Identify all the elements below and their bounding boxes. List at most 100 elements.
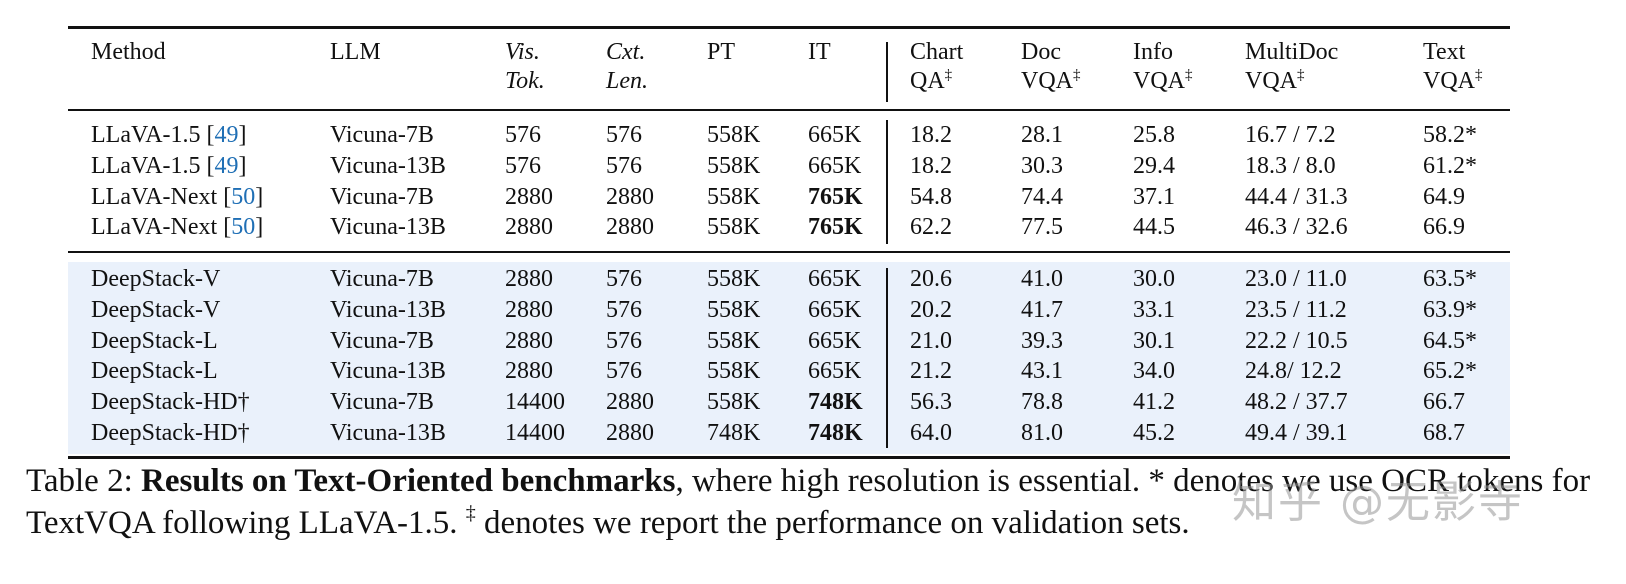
column-separator — [886, 120, 888, 244]
cell-method: DeepStack-L — [91, 326, 218, 356]
cell-multidocvqa: 16.7 / 7.2 — [1245, 122, 1336, 148]
header-text: Doc — [1021, 39, 1061, 65]
cell-it: 665K — [808, 358, 862, 385]
cell-it: 665K — [808, 296, 862, 323]
double-dagger-mark: ‡ — [944, 67, 953, 83]
method-name: LLaVA-1.5 — [91, 152, 207, 179]
method-name: DeepStack-V — [91, 266, 221, 292]
cell-cxt-len: 576 — [606, 122, 642, 148]
cell-it: 748K — [808, 420, 863, 446]
cell-chartqa: 20.6 — [910, 266, 952, 292]
caption-text: , where high resolution is essential. * … — [26, 463, 1591, 541]
cell-llm: Vicuna-7B — [330, 183, 434, 210]
cell-infovqa: 25.8 — [1133, 122, 1175, 148]
cell-textvqa: 58.2* — [1423, 122, 1477, 148]
citation-link[interactable]: 50 — [231, 183, 256, 210]
cell-pt: 558K — [707, 152, 761, 179]
cell-llm: Vicuna-7B — [330, 389, 434, 416]
bracket: [ — [206, 152, 215, 179]
cell-infovqa: 44.5 — [1133, 214, 1175, 241]
method-name: DeepStack-L — [91, 358, 218, 385]
group-separator-rule — [68, 251, 1510, 253]
cell-infovqa: 41.2 — [1133, 389, 1175, 416]
cell-docvqa: 43.1 — [1021, 358, 1063, 385]
cell-docvqa: 39.3 — [1021, 327, 1063, 354]
header-it: IT — [808, 39, 831, 65]
header-method: Method — [91, 39, 166, 65]
cell-it: 665K — [808, 327, 862, 354]
cell-llm: Vicuna-13B — [330, 358, 446, 385]
bracket: ] — [255, 183, 264, 210]
cell-infovqa: 34.0 — [1133, 358, 1175, 385]
cell-method: DeepStack-L — [91, 356, 218, 386]
method-name: LLaVA-Next — [91, 183, 224, 210]
header-text: Cxt. — [606, 39, 646, 65]
cell-it: 748K — [808, 389, 863, 416]
cell-multidocvqa: 23.5 / 11.2 — [1245, 296, 1347, 323]
bracket: [ — [206, 122, 215, 148]
header-text: Vis. — [505, 39, 540, 65]
header-text: VQA — [1423, 68, 1475, 94]
cell-chartqa: 18.2 — [910, 152, 952, 179]
cell-pt: 558K — [707, 296, 761, 323]
cell-pt: 558K — [707, 266, 761, 292]
cell-method: DeepStack-V — [91, 264, 220, 294]
cell-docvqa: 77.5 — [1021, 214, 1063, 241]
cell-textvqa: 66.9 — [1423, 214, 1465, 241]
header-cxt-len: Cxt. Len. — [606, 38, 648, 96]
citation-link[interactable]: 50 — [231, 214, 256, 241]
cell-pt: 558K — [707, 122, 761, 148]
bracket: ] — [238, 122, 247, 148]
cell-it: 665K — [808, 266, 862, 292]
header-text: VQA — [1021, 68, 1073, 94]
cell-multidocvqa: 48.2 / 37.7 — [1245, 389, 1348, 416]
cell-vis-tok: 576 — [505, 122, 541, 148]
caption-title: Results on Text-Oriented benchmarks — [140, 463, 676, 499]
cell-pt: 558K — [707, 389, 761, 416]
cell-multidocvqa: 49.4 / 39.1 — [1245, 420, 1348, 446]
method-name: LLaVA-Next — [91, 214, 224, 241]
cell-textvqa: 64.5* — [1423, 327, 1477, 354]
header-rule — [68, 109, 1510, 111]
table-caption: Table 2: Results on Text-Oriented benchm… — [26, 460, 1606, 544]
citation-link[interactable]: 49 — [214, 122, 239, 148]
cell-vis-tok: 2880 — [505, 327, 553, 354]
cell-docvqa: 81.0 — [1021, 420, 1063, 446]
cell-llm: Vicuna-13B — [330, 152, 446, 179]
cell-chartqa: 62.2 — [910, 214, 952, 241]
method-name: DeepStack-HD† — [91, 420, 250, 446]
cell-multidocvqa: 18.3 / 8.0 — [1245, 152, 1336, 179]
cell-chartqa: 64.0 — [910, 420, 952, 446]
bracket: ] — [238, 152, 247, 179]
header-vis-tok: Vis. Tok. — [505, 38, 545, 96]
bracket: [ — [223, 214, 232, 241]
cell-pt: 558K — [707, 358, 761, 385]
cell-vis-tok: 14400 — [505, 420, 565, 446]
cell-docvqa: 28.1 — [1021, 122, 1063, 148]
header-text: QA — [910, 68, 945, 94]
cell-cxt-len: 2880 — [606, 420, 654, 446]
cell-it: 765K — [808, 214, 863, 241]
cell-llm: Vicuna-13B — [330, 296, 446, 323]
cell-infovqa: 30.0 — [1133, 266, 1175, 292]
cell-llm: Vicuna-13B — [330, 214, 446, 241]
cell-method: LLaVA-Next [50] — [91, 212, 263, 242]
cell-vis-tok: 576 — [505, 152, 541, 179]
cell-cxt-len: 576 — [606, 327, 642, 354]
cell-docvqa: 41.7 — [1021, 296, 1063, 323]
cell-it: 665K — [808, 122, 862, 148]
cell-infovqa: 29.4 — [1133, 152, 1175, 179]
citation-link[interactable]: 49 — [214, 152, 239, 179]
cell-multidocvqa: 23.0 / 11.0 — [1245, 266, 1347, 292]
double-dagger-mark: ‡ — [1073, 67, 1081, 83]
cell-llm: Vicuna-7B — [330, 327, 434, 354]
cell-vis-tok: 2880 — [505, 214, 553, 241]
cell-chartqa: 20.2 — [910, 296, 952, 323]
cell-pt: 748K — [707, 420, 761, 446]
cell-chartqa: 21.0 — [910, 327, 952, 354]
cell-llm: Vicuna-13B — [330, 420, 446, 446]
cell-cxt-len: 576 — [606, 266, 642, 292]
caption-label: Table 2: — [26, 463, 141, 499]
cell-vis-tok: 14400 — [505, 389, 565, 416]
header-textvqa: Text VQA‡ — [1423, 38, 1483, 96]
